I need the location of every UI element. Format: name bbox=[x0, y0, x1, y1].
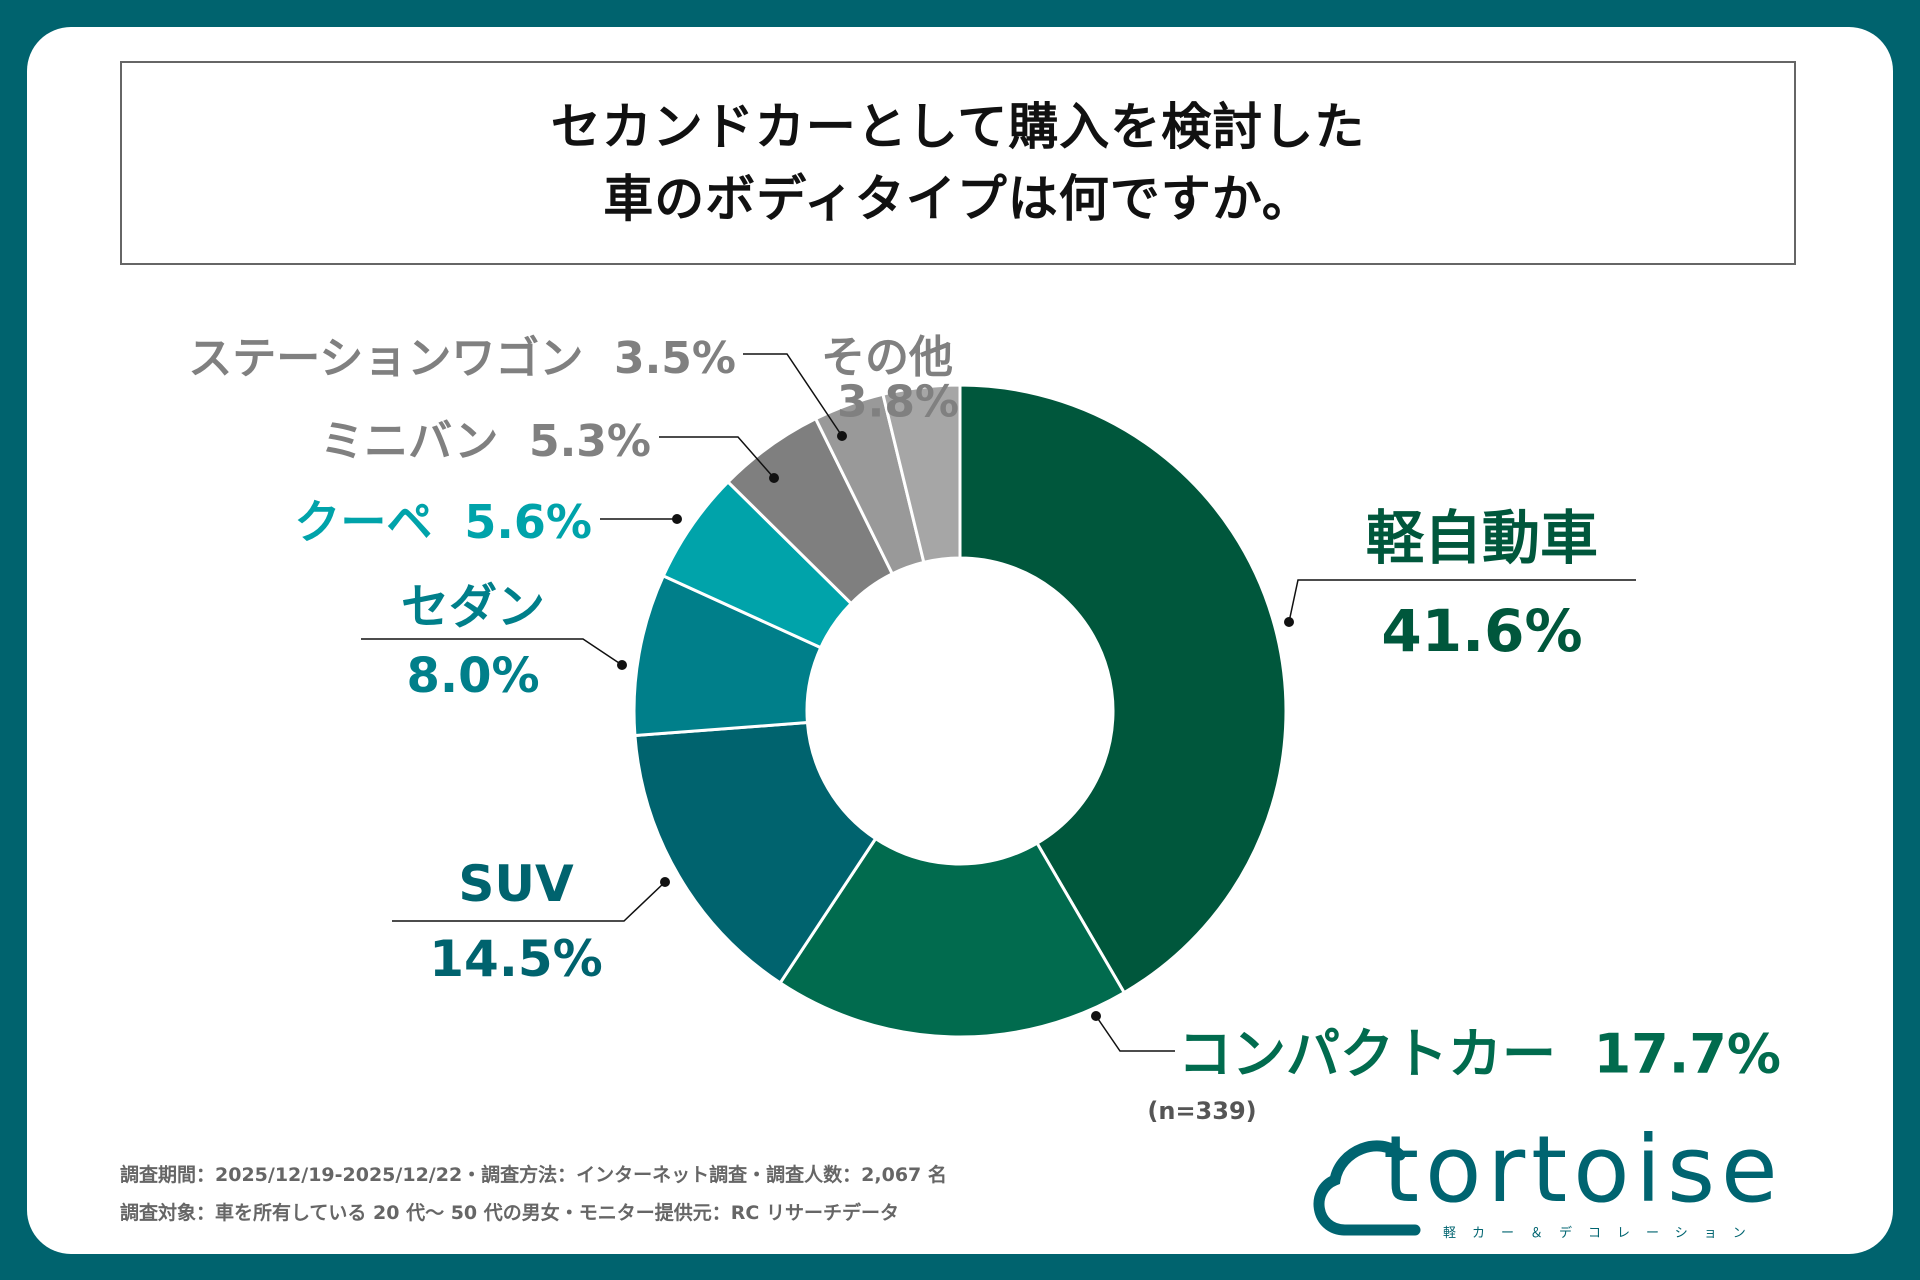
leader-suv bbox=[392, 881, 666, 922]
logo-mark-icon bbox=[1313, 1140, 1421, 1236]
label-compact: コンパクトカー 17.7% bbox=[1178, 1010, 1781, 1089]
leader-wagon bbox=[743, 353, 843, 437]
slice-1 bbox=[778, 836, 1127, 1039]
label-wagon-name: ステーションワゴン bbox=[188, 333, 584, 384]
leader-minivan bbox=[659, 436, 775, 479]
label-wagon: ステーションワゴン 3.5% bbox=[188, 322, 736, 386]
leader-compact bbox=[1095, 1015, 1175, 1052]
label-coupe-name: クーペ bbox=[294, 495, 433, 549]
label-minivan-name: ミニバン bbox=[320, 416, 499, 467]
value-wagon: 3.5% bbox=[613, 333, 736, 384]
label-coupe: クーペ 5.6% bbox=[294, 486, 592, 552]
label-compact-name: コンパクトカー bbox=[1178, 1022, 1556, 1086]
label-other: その他 bbox=[821, 332, 953, 383]
value-coupe: 5.6% bbox=[464, 495, 592, 549]
sample-size-note: (n=339) bbox=[1147, 1097, 1257, 1125]
title-line-2: 車のボディタイプは何ですか。 bbox=[603, 170, 1313, 228]
value-other: 3.8% bbox=[836, 376, 960, 428]
title-line-1: セカンドカーとして購入を検討した bbox=[550, 98, 1366, 156]
slice-2 bbox=[633, 720, 878, 985]
slice-7 bbox=[881, 383, 962, 565]
leader-lines bbox=[361, 353, 1636, 1052]
leader-sedan bbox=[361, 638, 623, 666]
label-sedan: セダン bbox=[400, 579, 546, 635]
slice-0 bbox=[958, 383, 1288, 995]
value-suv: 14.5% bbox=[429, 930, 603, 988]
title-box: セカンドカーとして購入を検討した 車のボディタイプは何ですか。 bbox=[120, 61, 1796, 265]
survey-info-line-2: 調査対象：車を所有している 20 代〜 50 代の男女・モニター提供元：RC リ… bbox=[120, 1202, 899, 1224]
leader-dots bbox=[617, 431, 1294, 1021]
label-minivan: ミニバン 5.3% bbox=[320, 405, 651, 469]
label-suv: SUV bbox=[458, 855, 574, 913]
value-compact: 17.7% bbox=[1593, 1022, 1781, 1086]
value-minivan: 5.3% bbox=[528, 416, 651, 467]
tortoise-logo: tortoise 軽カー＆デコレーション bbox=[1305, 1116, 1805, 1245]
leader-kei bbox=[1288, 579, 1636, 623]
value-sedan: 8.0% bbox=[406, 648, 540, 704]
survey-info-line-1: 調査期間：2025/12/19-2025/12/22・調査方法：インターネット調… bbox=[120, 1164, 947, 1186]
logo-wordmark: tortoise bbox=[1383, 1116, 1784, 1223]
logo-subtitle: 軽カー＆デコレーション bbox=[1443, 1226, 1762, 1241]
card bbox=[27, 27, 1893, 1254]
label-kei: 軽自動車 bbox=[1365, 504, 1599, 572]
value-kei: 41.6% bbox=[1381, 597, 1583, 665]
